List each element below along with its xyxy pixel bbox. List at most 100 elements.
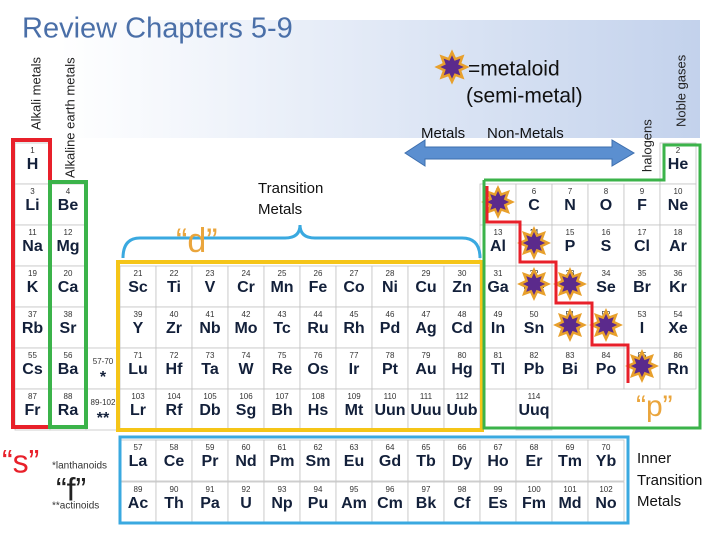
- element-cell: [587, 481, 625, 524]
- block-label: “d”: [176, 222, 218, 260]
- element-cell: [335, 265, 373, 308]
- element-cell: [659, 142, 697, 185]
- element-symbol: Ga: [487, 279, 508, 296]
- metaloid-star: [434, 49, 470, 85]
- element-symbol: W: [238, 361, 254, 378]
- atomic-number: 70: [602, 443, 611, 452]
- element-symbol: Er: [526, 453, 543, 470]
- atomic-number: 13: [494, 228, 503, 237]
- element-symbol: Ca: [58, 279, 79, 296]
- atomic-number: 17: [638, 228, 647, 237]
- d-brace: [121, 224, 482, 259]
- element-cell: [659, 224, 697, 267]
- element-cell: [479, 224, 517, 267]
- element-cell: [551, 224, 589, 267]
- metaloid-star: [517, 267, 551, 301]
- atomic-number: 88: [64, 392, 73, 401]
- element-cell: [623, 306, 661, 349]
- element-cell: [479, 265, 517, 308]
- header-band: [60, 20, 700, 138]
- element-cell: [263, 347, 301, 390]
- atomic-number: 87: [28, 392, 37, 401]
- element-cell: [623, 183, 661, 226]
- atomic-number: 19: [28, 269, 37, 278]
- atomic-number: 20: [64, 269, 73, 278]
- element-cell: [443, 388, 481, 431]
- element-cell: [119, 347, 157, 390]
- element-cell: [587, 439, 625, 482]
- element-cell: [551, 439, 589, 482]
- element-symbol: Rb: [22, 320, 44, 337]
- element-symbol: Cm: [377, 495, 403, 512]
- element-cell: [14, 142, 51, 185]
- atomic-number: 30: [458, 269, 467, 278]
- element-cell: [407, 388, 445, 431]
- atomic-number: 37: [28, 310, 37, 319]
- atomic-number: 40: [170, 310, 179, 319]
- atomic-number: 57-70: [93, 357, 114, 366]
- element-symbol: Rn: [667, 361, 688, 378]
- atomic-number: 12: [64, 228, 73, 237]
- atomic-number: 9: [640, 187, 645, 196]
- atomic-number: 90: [170, 485, 179, 494]
- element-cell: [443, 265, 481, 308]
- element-cell: [515, 388, 553, 431]
- transition-label: Transition: [258, 180, 323, 197]
- atomic-number: 112: [456, 392, 469, 401]
- element-cell: [119, 265, 157, 308]
- atomic-number: 67: [494, 443, 503, 452]
- element-symbol: La: [129, 453, 148, 470]
- atomic-number: 45: [350, 310, 359, 319]
- atomic-number: 31: [494, 269, 503, 278]
- atomic-number: 62: [314, 443, 323, 452]
- element-cell: [155, 306, 193, 349]
- atomic-number: 18: [674, 228, 683, 237]
- element-symbol: U: [240, 495, 252, 512]
- element-symbol: Mg: [56, 238, 79, 255]
- atomic-number: 44: [314, 310, 323, 319]
- element-cell: [623, 265, 661, 308]
- element-symbol: Al: [490, 238, 506, 255]
- atomic-number: 75: [278, 351, 287, 360]
- element-symbol: Ra: [58, 402, 79, 419]
- atomic-number: 89-102: [91, 398, 116, 407]
- element-symbol: Ag: [415, 320, 436, 337]
- element-cell: [515, 306, 553, 349]
- atomic-number: 27: [350, 269, 359, 278]
- element-symbol: Mt: [345, 402, 364, 419]
- element-cell: [407, 306, 445, 349]
- element-symbol: Es: [488, 495, 508, 512]
- d-block-box: [116, 260, 484, 432]
- element-symbol: Th: [164, 495, 184, 512]
- element-symbol: Pr: [202, 453, 219, 470]
- atomic-number: 108: [311, 392, 325, 401]
- element-symbol: Cu: [415, 279, 436, 296]
- element-cell: [191, 439, 229, 482]
- atomic-number: 36: [674, 269, 683, 278]
- element-symbol: *: [100, 369, 107, 386]
- p-block-box: [484, 143, 702, 430]
- atomic-number: 111: [420, 392, 433, 401]
- element-symbol: Sc: [128, 279, 148, 296]
- atomic-number: 99: [494, 485, 503, 494]
- atomic-number: 80: [458, 351, 467, 360]
- element-cell: [335, 306, 373, 349]
- element-symbol: Sn: [524, 320, 544, 337]
- atomic-number: 57: [134, 443, 143, 452]
- group-label: Alkaline earth metals: [62, 57, 77, 178]
- atomic-number: 103: [131, 392, 145, 401]
- element-cell: [191, 265, 229, 308]
- atomic-number: 110: [384, 392, 397, 401]
- element-cell: [227, 388, 265, 431]
- atomic-number: 86: [674, 351, 683, 360]
- element-symbol: Tc: [273, 320, 291, 337]
- atomic-number: 81: [494, 351, 503, 360]
- element-cell: [119, 481, 157, 524]
- atomic-number: 59: [206, 443, 215, 452]
- element-symbol: Db: [199, 402, 221, 419]
- element-symbol: Zr: [166, 320, 182, 337]
- element-cell: [119, 306, 157, 349]
- legend-text: =metaloid: [468, 58, 560, 81]
- element-symbol: Hs: [308, 402, 329, 419]
- atomic-number: 71: [134, 351, 143, 360]
